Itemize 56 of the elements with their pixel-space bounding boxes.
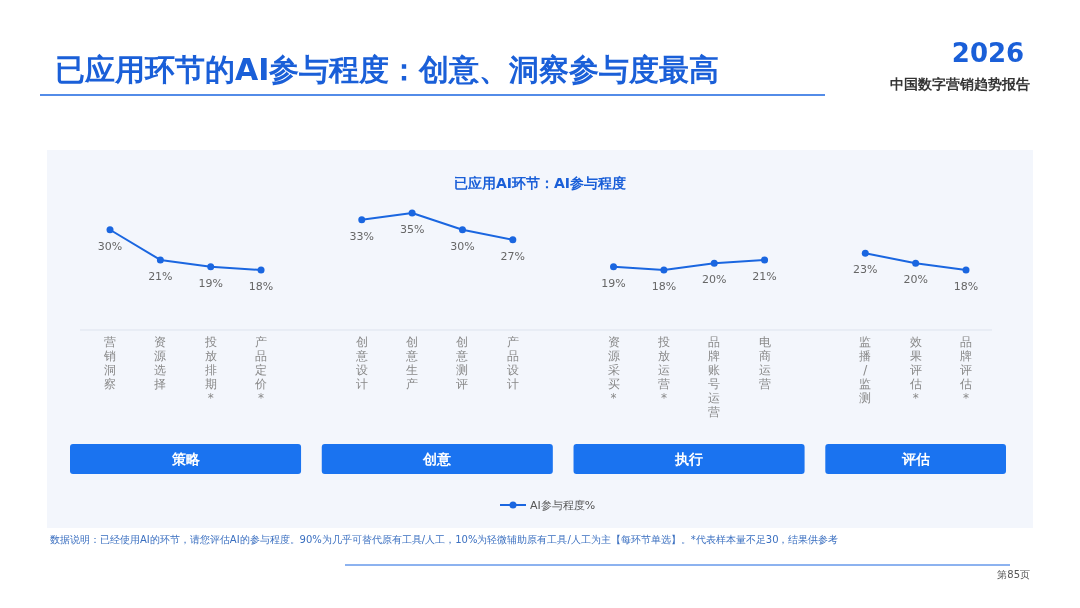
point — [156, 256, 164, 264]
text: 执行 — [674, 451, 704, 467]
x-tick-label: 创意测评 — [455, 335, 469, 391]
x-tick-label: 产品定价* — [254, 335, 268, 405]
data-label: 18% — [651, 280, 677, 293]
x-tick-label: 创意设计 — [354, 335, 368, 391]
text: 策略 — [170, 451, 201, 467]
data-label: 23% — [853, 263, 878, 277]
data-label: 33% — [349, 229, 374, 243]
point — [710, 259, 718, 267]
x-tick-label: 品牌账号运营 — [708, 335, 721, 419]
text: 评估 — [900, 451, 930, 467]
data-label: 35% — [399, 223, 425, 236]
text: 2026 — [951, 38, 1025, 68]
x-tick-label: 资源选择 — [154, 335, 167, 391]
x-tick-label: 效果评估* — [908, 335, 922, 405]
point — [458, 226, 466, 234]
point — [408, 209, 416, 217]
x-tick-label: 投放排期* — [203, 335, 217, 405]
text: 第85页 — [997, 569, 1030, 580]
point — [106, 226, 114, 234]
point — [761, 256, 769, 264]
data-label: 20% — [903, 273, 928, 287]
x-tick-label: 资源采买* — [607, 335, 620, 405]
data-label: 30% — [97, 239, 123, 253]
text: 中国数字营销趋势报告 — [890, 76, 1030, 92]
point — [610, 263, 618, 271]
point — [912, 259, 920, 267]
text: 数据说明：已经使用AI的环节，请您评估AI的参与程度。90%为几乎可替代原有工具/人工，10%为轻微辅助原有工具/人工为主【每环节单选】。*代表样本量不足30，结果供参考 — [50, 534, 839, 545]
data-label: 27% — [500, 249, 526, 263]
point — [962, 266, 970, 274]
point — [207, 263, 215, 271]
x-tick-label: 创意生产 — [405, 335, 419, 391]
point — [660, 266, 668, 274]
point — [861, 249, 869, 257]
x-tick-label: 产品设计 — [506, 335, 519, 391]
x-tick-label: 监播/监测 — [859, 335, 872, 405]
data-label: 19% — [198, 276, 223, 290]
point — [257, 266, 265, 274]
point — [358, 216, 366, 224]
data-label: 20% — [702, 273, 727, 287]
data-label: 30% — [450, 239, 475, 253]
data-label: 19% — [601, 276, 626, 290]
data-label: 18% — [248, 280, 274, 293]
data-label: 21% — [148, 269, 173, 283]
data-label: 21% — [752, 269, 777, 283]
chart-title: 已应用环节的AI参与程度：创意、洞察参与度最高 — [55, 52, 720, 87]
x-tick-label: 品牌评估* — [959, 335, 972, 405]
data-label: 18% — [953, 280, 979, 293]
x-tick-label: 投放运营* — [656, 335, 670, 405]
x-tick-label: 营销洞察 — [103, 335, 116, 391]
legend-label: AI参与程度% — [530, 499, 596, 512]
text: 创意 — [422, 451, 453, 467]
chart-subtitle: 已应用AI环节：AI参与程度 — [453, 175, 627, 191]
x-tick-label: 电商运营 — [758, 335, 771, 391]
point — [509, 236, 517, 244]
